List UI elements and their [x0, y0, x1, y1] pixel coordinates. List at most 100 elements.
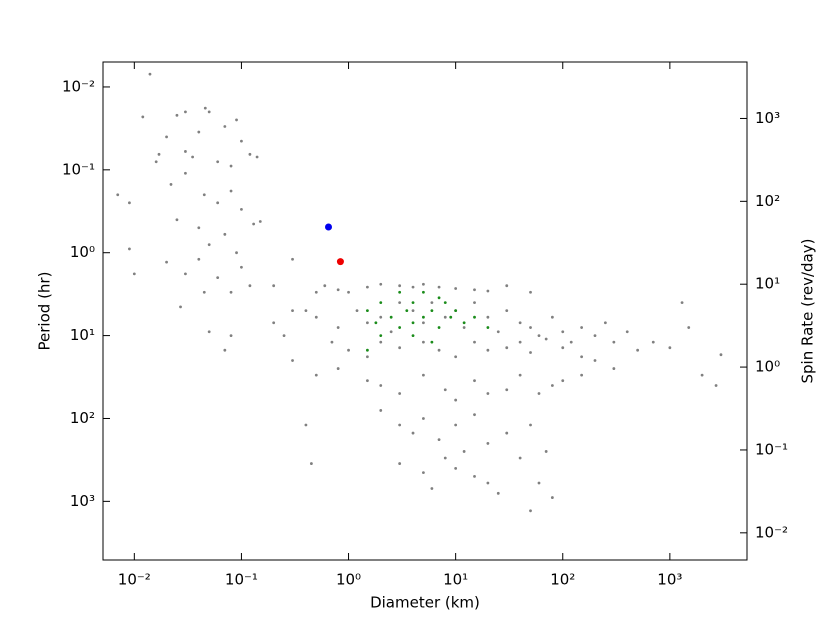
- point: [379, 340, 383, 344]
- point: [680, 301, 684, 305]
- point: [430, 487, 434, 490]
- point: [398, 284, 402, 288]
- point: [443, 301, 447, 305]
- point: [347, 348, 350, 352]
- point: [580, 373, 584, 377]
- point: [537, 334, 541, 337]
- point: [216, 160, 220, 164]
- y-tick-label: 10⁰: [70, 243, 95, 261]
- point: [505, 284, 509, 288]
- point: [537, 392, 541, 395]
- point: [411, 431, 415, 435]
- point: [379, 334, 383, 337]
- point: [580, 355, 584, 359]
- point: [454, 309, 458, 313]
- y2-tick-label: 10²: [755, 192, 780, 210]
- point: [229, 334, 233, 337]
- point: [240, 139, 243, 143]
- point: [197, 226, 201, 230]
- y2-tick-label: 10³: [755, 109, 780, 127]
- point: [398, 423, 402, 427]
- point: [314, 315, 318, 319]
- point: [374, 321, 378, 325]
- point: [304, 423, 308, 427]
- point: [240, 265, 243, 269]
- point: [437, 348, 441, 352]
- point: [379, 315, 383, 319]
- point: [229, 290, 233, 294]
- point: [207, 110, 211, 114]
- point: [255, 155, 259, 159]
- point: [454, 355, 458, 359]
- point: [496, 491, 500, 495]
- point: [379, 282, 383, 286]
- point: [157, 152, 161, 156]
- point: [411, 309, 415, 313]
- point: [462, 450, 466, 453]
- point: [529, 290, 532, 294]
- point: [561, 346, 565, 350]
- y2-tick-label: 10¹: [755, 275, 780, 293]
- point: [405, 309, 409, 313]
- point: [612, 367, 616, 370]
- y-tick-label: 10²: [70, 409, 95, 427]
- point: [473, 315, 476, 319]
- point: [355, 309, 359, 313]
- point: [422, 282, 425, 286]
- point: [291, 359, 294, 362]
- point: [272, 284, 276, 288]
- x-tick-label: 10⁻²: [118, 571, 151, 589]
- point: [191, 155, 194, 159]
- point: [365, 355, 369, 359]
- point: [449, 315, 453, 319]
- point: [148, 72, 152, 76]
- point: [365, 348, 369, 352]
- point: [437, 438, 441, 442]
- point: [184, 150, 187, 153]
- point: [719, 353, 723, 357]
- point: [700, 373, 704, 377]
- point: [347, 290, 350, 294]
- point: [379, 301, 383, 305]
- point: [202, 193, 206, 197]
- point: [365, 309, 369, 313]
- point: [486, 326, 490, 329]
- point: [235, 251, 238, 255]
- point: [473, 288, 476, 292]
- point: [240, 207, 243, 211]
- y-tick-label: 10⁻¹: [62, 160, 95, 178]
- x-tick-label: 10⁻¹: [225, 571, 258, 589]
- point: [625, 330, 629, 334]
- point: [422, 290, 425, 294]
- point: [202, 290, 206, 294]
- point: [323, 284, 327, 288]
- point: [496, 330, 500, 334]
- point: [154, 160, 158, 164]
- point: [184, 272, 187, 276]
- point: [252, 222, 256, 226]
- point: [223, 232, 227, 236]
- point: [612, 340, 616, 344]
- point: [529, 351, 532, 354]
- point: [518, 321, 522, 325]
- point: [197, 130, 201, 134]
- point: [486, 481, 490, 485]
- point: [430, 340, 434, 344]
- point: [454, 398, 458, 402]
- point: [473, 301, 476, 305]
- point: [398, 392, 402, 395]
- point: [223, 125, 227, 128]
- point: [389, 315, 393, 319]
- point: [454, 287, 458, 290]
- point: [229, 189, 233, 193]
- x-tick-label: 10²: [550, 571, 575, 589]
- y-tick-label: 10⁻²: [62, 77, 95, 95]
- point: [216, 201, 220, 205]
- x-axis-label: Diameter (km): [370, 594, 480, 612]
- point: [422, 340, 425, 344]
- point: [304, 309, 308, 313]
- point: [175, 218, 179, 222]
- point: [422, 373, 425, 377]
- point: [486, 348, 490, 352]
